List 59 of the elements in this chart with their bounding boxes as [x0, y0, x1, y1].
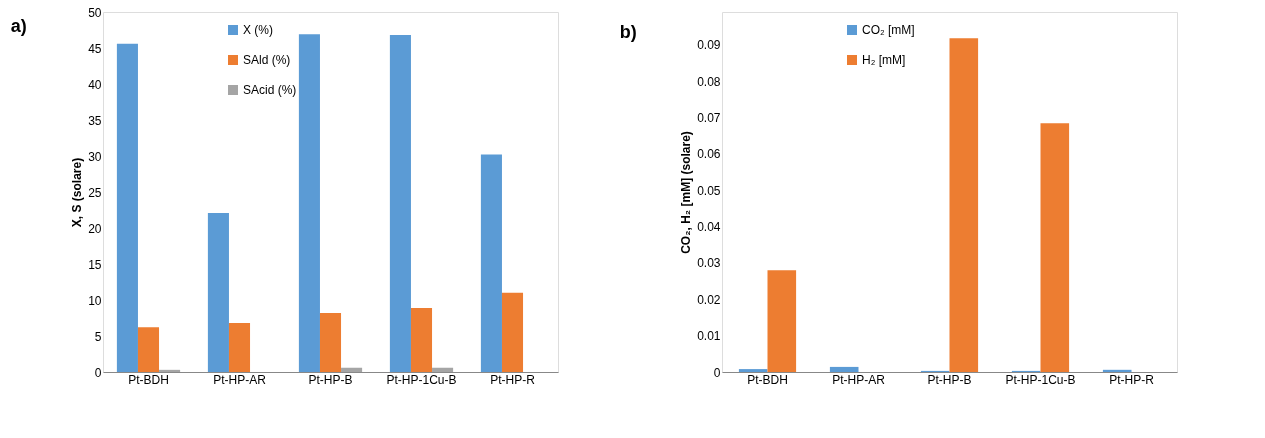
y-tick-label: 40 [88, 77, 102, 92]
bar [1040, 123, 1070, 372]
bar [829, 366, 859, 372]
y-tick-label: 25 [88, 185, 102, 200]
y-tick-label: 0.05 [697, 183, 721, 198]
x-tick-label: Pt-HP-AR [213, 372, 267, 387]
y-tick-label: 50 [88, 5, 102, 20]
text: b) [619, 22, 637, 42]
bar [389, 35, 411, 372]
x-tick-label: Pt-HP-AR [832, 372, 886, 387]
bar [1102, 369, 1132, 372]
bar [159, 369, 181, 372]
bar [767, 270, 797, 372]
bar [480, 154, 502, 372]
y-axis-title: X, S (solare) [70, 157, 85, 228]
x-tick-label: Pt-BDH [747, 372, 788, 387]
y-tick-label: 20 [88, 221, 102, 236]
legend-label: X (%) [243, 23, 273, 37]
y-tick-label: 0.06 [697, 147, 721, 162]
bar [137, 327, 160, 372]
x-tick-label: Pt-HP-B [308, 372, 353, 387]
bar [341, 367, 363, 372]
bar [319, 312, 342, 372]
y-tick-label: 30 [88, 149, 102, 164]
x-tick-label: Pt-HP-1Cu-B [1005, 372, 1076, 387]
y-tick-label: 0.02 [697, 292, 721, 307]
y-tick-label: 35 [88, 113, 102, 128]
bar [298, 34, 320, 372]
bar [738, 369, 768, 372]
legend-label: CO₂ [mM] [862, 23, 915, 37]
bar [501, 292, 524, 372]
bar [228, 323, 251, 372]
x-tick-label: Pt-HP-B [927, 372, 972, 387]
legend-label: H₂ [mM] [862, 53, 906, 67]
bar [432, 367, 454, 372]
x-tick-label: Pt-HP-1Cu-B [386, 372, 457, 387]
y-tick-label: 0 [94, 365, 102, 380]
bar [116, 43, 138, 372]
x-tick-label: Pt-HP-R [490, 372, 536, 387]
y-tick-label: 5 [94, 329, 102, 344]
y-tick-label: 0.07 [697, 110, 721, 125]
bar [410, 307, 433, 372]
y-tick-label: 10 [88, 293, 102, 308]
y-tick-label: 0.01 [697, 329, 721, 344]
chart-title: a) [10, 16, 27, 36]
legend-label: SAcid (%) [243, 83, 297, 97]
y-tick-label: 0.04 [697, 220, 721, 235]
y-tick-label: 15 [88, 257, 102, 272]
y-tick-label: 0 [713, 365, 721, 380]
y-tick-label: 0.09 [697, 38, 721, 53]
y-axis-title: CO₂, H₂ [mM] (solare) [679, 131, 694, 254]
y-tick-label: 0.08 [697, 74, 721, 89]
x-tick-label: Pt-BDH [128, 372, 169, 387]
y-tick-label: 0.03 [697, 256, 721, 271]
bar [207, 212, 229, 372]
y-tick-label: 45 [88, 41, 102, 56]
bar [949, 38, 979, 372]
legend-label: SAld (%) [243, 53, 291, 67]
x-tick-label: Pt-HP-R [1109, 372, 1155, 387]
